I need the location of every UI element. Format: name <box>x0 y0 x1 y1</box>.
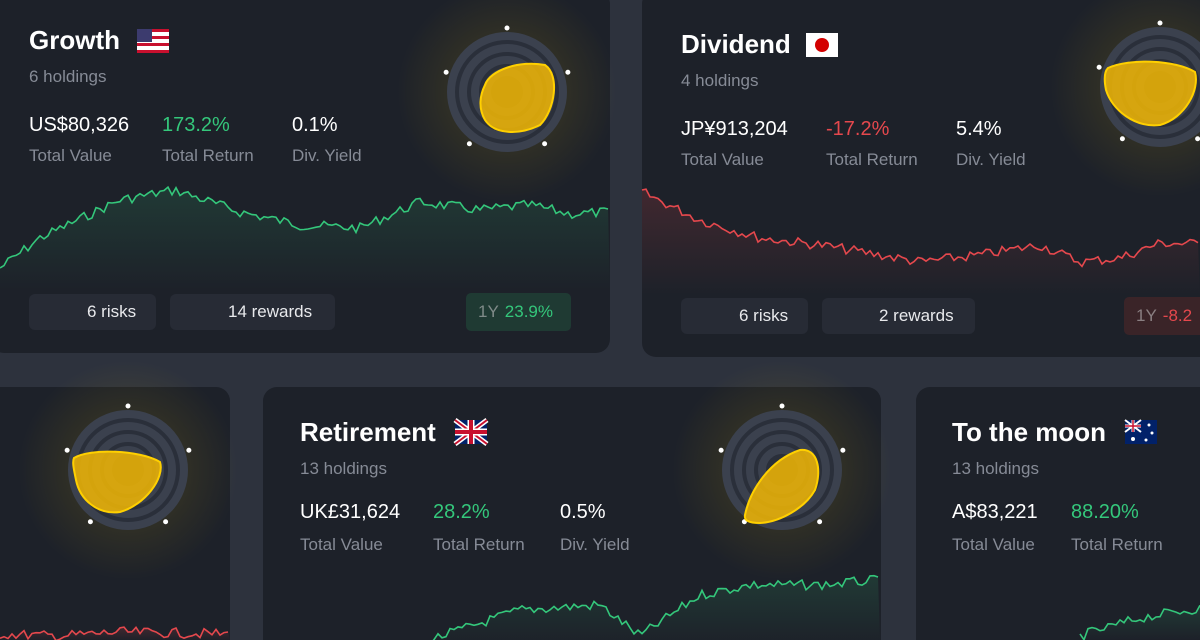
radar <box>672 360 892 580</box>
sparkline <box>432 574 879 640</box>
rewards-pill[interactable]: 2 rewards <box>822 298 975 334</box>
radar <box>1050 0 1200 197</box>
card-title: Retirement <box>300 417 436 447</box>
radar-dot <box>443 69 449 75</box>
radar-dot <box>817 519 823 525</box>
stat-value: 88.20% <box>1071 501 1139 523</box>
radar <box>397 0 617 202</box>
radar-dot <box>542 141 548 147</box>
risks: 6 risks <box>739 306 789 325</box>
radar-dot <box>1157 20 1163 26</box>
radar-dot <box>1096 64 1102 70</box>
stat-value: US$80,326 <box>29 114 130 136</box>
radar-dot <box>163 519 169 525</box>
flag-au <box>1124 419 1157 444</box>
period-return: 23.9% <box>504 302 553 321</box>
radar-dot <box>1195 136 1200 142</box>
stat-value: 5.4% <box>956 118 1002 140</box>
card-title: Dividend <box>681 29 791 59</box>
stat-label: Div. Yield <box>956 150 1026 169</box>
rewards: 14 rewards <box>228 302 313 321</box>
card-title: To the moon <box>952 417 1107 447</box>
radar-blob <box>743 448 820 525</box>
holdings: 13 holdings <box>300 459 387 478</box>
holdings: 6 holdings <box>29 67 107 86</box>
stat-value: JP¥913,204 <box>681 118 788 140</box>
stat-value: A$83,221 <box>952 501 1038 523</box>
sparkline-area <box>430 575 880 640</box>
radar-dot <box>565 69 571 75</box>
sparkline-area <box>1080 605 1200 640</box>
radar-dot <box>125 403 131 409</box>
radar-dot <box>779 403 785 409</box>
stat-value: UK£31,624 <box>300 501 401 523</box>
sparkline-area <box>642 189 1200 295</box>
card-title: Growth <box>29 25 120 55</box>
holdings: 13 holdings <box>952 459 1039 478</box>
sparkline <box>0 625 229 640</box>
radar <box>18 360 238 580</box>
holdings: 4 holdings <box>681 71 759 90</box>
stat-label: Total Value <box>681 150 764 169</box>
stat-label: Total Value <box>300 535 383 554</box>
period-badge: 1Y 23.9% <box>466 293 571 331</box>
stat-label: Total Return <box>433 535 525 554</box>
sparkline <box>0 185 609 269</box>
flag-us <box>137 29 169 53</box>
risks: 6 risks <box>87 302 137 321</box>
period: 1Y <box>1136 306 1157 325</box>
period-badge: 1Y -8.2 <box>1124 297 1200 335</box>
rewards: 2 rewards <box>879 306 954 325</box>
stat-label: Div. Yield <box>292 146 362 165</box>
sparkline <box>641 188 1199 268</box>
radar-blob <box>72 450 162 514</box>
sparkline-area <box>0 187 610 290</box>
flag-jp <box>806 33 838 57</box>
flag-uk <box>453 418 489 446</box>
radar-blob <box>1103 60 1197 127</box>
radar-dot <box>64 447 70 453</box>
radar-dot <box>718 447 724 453</box>
risks-pill[interactable]: 6 risks <box>681 298 808 334</box>
stat-label: Total Return <box>162 146 254 165</box>
period: 1Y <box>478 302 499 321</box>
stat-label: Div. Yield <box>560 535 630 554</box>
stat-value: 0.1% <box>292 114 338 136</box>
radar-dot <box>1119 136 1125 142</box>
radar-blob <box>479 62 556 133</box>
stat-value: 173.2% <box>162 114 230 136</box>
stat-label: Total Value <box>952 535 1035 554</box>
stat-label: Total Value <box>29 146 112 165</box>
period-return: -8.2 <box>1162 306 1193 325</box>
stat-label: Total Return <box>826 150 918 169</box>
radar-dot <box>186 447 192 453</box>
radar-dot <box>466 141 472 147</box>
stat-value: -17.2% <box>826 118 890 140</box>
radar-dot <box>840 447 846 453</box>
sparkline <box>1079 604 1200 640</box>
risks-pill[interactable]: 6 risks <box>29 294 156 330</box>
radar-dot <box>504 25 510 31</box>
rewards-pill[interactable]: 14 rewards <box>170 294 335 330</box>
radar-dot <box>87 519 93 525</box>
stat-value: 28.2% <box>433 501 490 523</box>
stat-value: 0.5% <box>560 501 606 523</box>
stat-label: Total Return <box>1071 535 1163 554</box>
